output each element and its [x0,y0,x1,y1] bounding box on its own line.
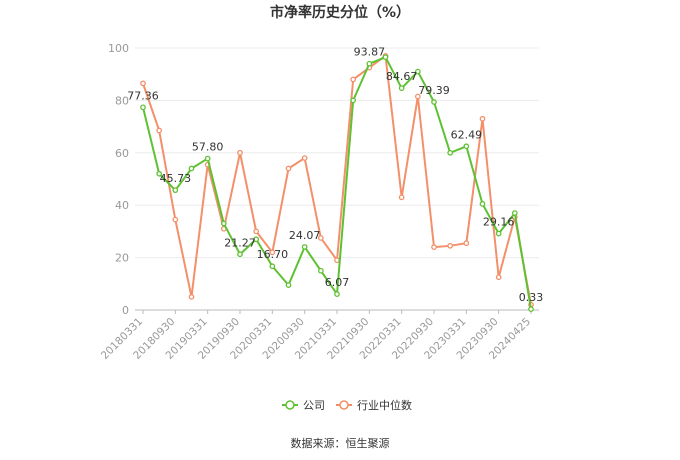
data-label: 93.87 [354,46,386,59]
data-point [479,115,486,122]
data-source-note: 数据来源：恒生聚源 [290,437,390,450]
y-tick-label: 100 [108,42,129,55]
data-point [366,60,373,67]
data-point [253,228,260,235]
series-group [140,53,534,312]
data-point [188,294,195,300]
y-tick-label: 20 [115,252,129,265]
data-point [140,104,146,111]
data-point [204,155,211,162]
data-point [269,249,276,256]
data-point [431,244,437,250]
data-point [511,210,518,216]
legend-marker-icon [339,400,349,410]
data-point [414,93,421,100]
data-point [463,143,470,150]
data-point [382,54,389,61]
data-label: 21.27 [224,236,256,249]
data-label: 0.33 [519,291,544,304]
data-point [156,127,163,134]
data-point [237,251,243,258]
data-label: 77.36 [127,89,159,102]
data-point [495,230,502,237]
data-point [528,306,534,312]
data-point [285,165,292,172]
data-point [447,242,454,249]
data-label: 84.67 [386,70,418,83]
data-label: 45.73 [160,172,192,185]
data-point [334,291,340,297]
data-point [188,165,195,172]
data-point [172,216,179,223]
data-label: 24.07 [289,229,321,242]
data-point [220,220,227,227]
legend-label: 行业中位数 [357,398,412,412]
data-point [447,149,454,156]
data-label: 29.16 [483,216,515,229]
series-line-industry-median [142,54,532,305]
data-point [140,80,146,87]
data-point [431,99,437,105]
data-point [495,274,502,281]
y-tick-label: 60 [115,147,129,160]
y-tick-label: 80 [115,94,129,107]
data-label: 62.49 [451,128,483,141]
data-point [301,155,308,161]
data-point [398,85,405,92]
data-point [414,68,421,75]
legend-item-company[interactable]: 公司 [282,399,325,412]
legend-label: 公司 [303,399,325,412]
data-label: 16.70 [257,248,289,261]
data-point [350,76,357,83]
chart-title: 市净率历史分位（%） [269,5,411,21]
axes: 0204060801002018033120180930201903312019… [99,42,533,362]
data-point [237,149,243,156]
legend-item-industry-median[interactable]: 行业中位数 [336,398,412,412]
data-label: 57.80 [192,141,224,154]
legend-marker-icon [285,400,295,410]
data-label: 6.07 [325,276,350,289]
data-point [479,201,486,207]
data-point [350,97,357,104]
data-point [463,240,470,247]
data-point [301,244,308,250]
series-line-company [142,56,532,310]
data-point [156,170,163,177]
data-point [398,194,405,201]
y-tick-label: 0 [122,304,129,317]
data-point [317,267,324,274]
y-tick-label: 40 [115,199,129,212]
legend[interactable]: 公司 行业中位数 [282,398,412,412]
data-point [269,263,276,270]
data-label: 79.39 [418,84,450,97]
data-point [253,236,260,243]
data-point [285,282,292,288]
data-point [317,235,324,241]
data-point [334,257,340,264]
data-point [172,187,179,194]
